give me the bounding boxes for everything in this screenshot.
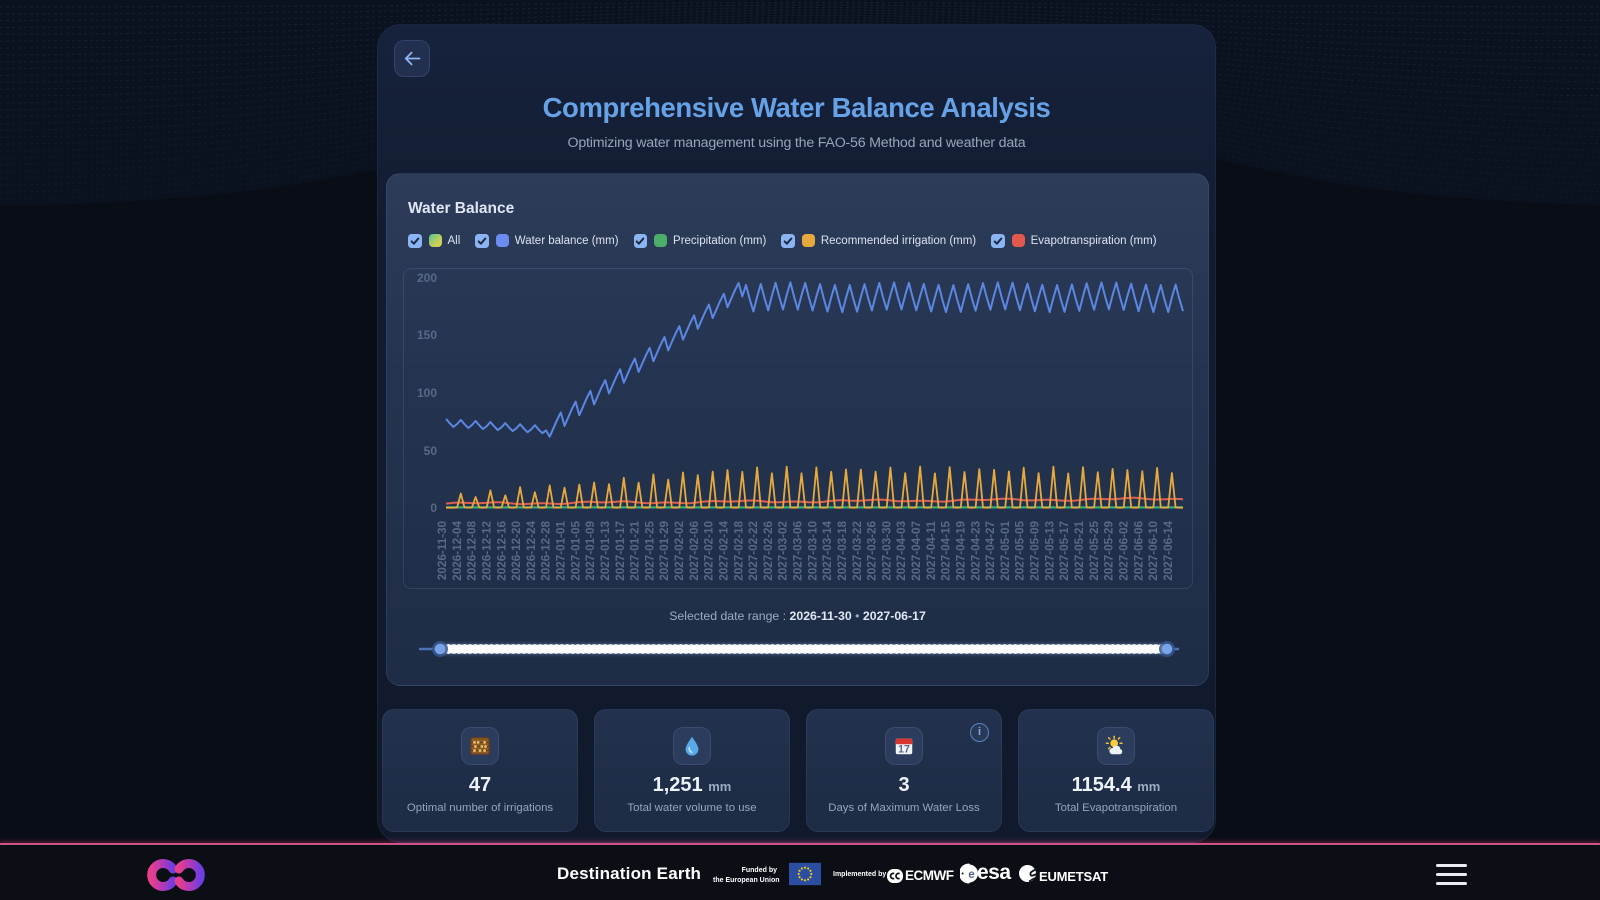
svg-text:2027-04-19: 2027-04-19 (955, 521, 968, 581)
svg-text:2027-01-21: 2027-01-21 (629, 521, 642, 581)
svg-text:2027-04-07: 2027-04-07 (910, 521, 923, 581)
svg-text:2027-05-01: 2027-05-01 (999, 521, 1012, 581)
svg-text:2027-06-14: 2027-06-14 (1162, 521, 1175, 581)
svg-text:2027-01-25: 2027-01-25 (643, 521, 656, 581)
svg-text:2027-04-23: 2027-04-23 (969, 521, 982, 581)
svg-text:2026-12-08: 2026-12-08 (466, 521, 479, 581)
svg-text:e: e (968, 868, 975, 881)
svg-text:2027-01-01: 2027-01-01 (555, 521, 568, 581)
svg-text:200: 200 (417, 271, 437, 285)
svg-text:2027-04-27: 2027-04-27 (984, 521, 997, 581)
svg-text:2027-03-02: 2027-03-02 (777, 521, 790, 581)
svg-text:2027-01-29: 2027-01-29 (658, 521, 671, 581)
svg-text:2027-01-13: 2027-01-13 (599, 521, 612, 581)
svg-text:2027-03-30: 2027-03-30 (880, 521, 893, 581)
svg-text:50: 50 (424, 444, 438, 458)
svg-text:2027-04-15: 2027-04-15 (940, 521, 953, 581)
svg-text:2026-12-28: 2026-12-28 (540, 521, 553, 581)
svg-text:2027-01-05: 2027-01-05 (569, 521, 582, 581)
svg-text:2026-12-16: 2026-12-16 (495, 521, 508, 581)
svg-text:2026-12-20: 2026-12-20 (510, 521, 523, 581)
svg-text:2027-03-14: 2027-03-14 (821, 521, 834, 581)
svg-text:2027-03-06: 2027-03-06 (792, 521, 805, 581)
svg-text:2027-05-29: 2027-05-29 (1103, 521, 1116, 581)
svg-text:2027-02-10: 2027-02-10 (703, 521, 716, 581)
svg-text:2027-05-21: 2027-05-21 (1073, 521, 1086, 581)
svg-text:2027-06-06: 2027-06-06 (1132, 521, 1145, 581)
svg-text:2027-05-05: 2027-05-05 (1014, 521, 1027, 581)
svg-text:2027-02-14: 2027-02-14 (718, 521, 731, 581)
svg-text:2027-05-25: 2027-05-25 (1088, 521, 1101, 581)
svg-text:2027-02-26: 2027-02-26 (762, 521, 775, 581)
svg-text:2027-04-11: 2027-04-11 (925, 521, 938, 581)
svg-text:150: 150 (417, 328, 437, 342)
svg-text:2027-05-09: 2027-05-09 (1029, 521, 1042, 581)
svg-text:0: 0 (430, 501, 437, 515)
svg-text:2027-02-18: 2027-02-18 (732, 521, 745, 581)
svg-text:2027-01-09: 2027-01-09 (584, 521, 597, 581)
svg-text:2026-12-24: 2026-12-24 (525, 521, 538, 581)
svg-text:2027-06-02: 2027-06-02 (1117, 521, 1130, 581)
svg-text:2027-02-22: 2027-02-22 (747, 521, 760, 581)
svg-text:2027-05-17: 2027-05-17 (1058, 521, 1071, 581)
svg-text:2027-04-03: 2027-04-03 (895, 521, 908, 581)
svg-text:2027-03-18: 2027-03-18 (836, 521, 849, 581)
svg-text:2026-11-30: 2026-11-30 (436, 521, 449, 581)
svg-text:2027-02-06: 2027-02-06 (688, 521, 701, 581)
svg-text:2027-06-10: 2027-06-10 (1147, 521, 1160, 581)
svg-text:2027-03-22: 2027-03-22 (851, 521, 864, 581)
svg-text:2027-05-13: 2027-05-13 (1043, 521, 1056, 581)
svg-text:2026-12-04: 2026-12-04 (451, 521, 464, 581)
svg-text:17: 17 (898, 743, 910, 755)
svg-text:2027-03-26: 2027-03-26 (866, 521, 879, 581)
svg-text:2027-02-02: 2027-02-02 (673, 521, 686, 581)
svg-text:2027-01-17: 2027-01-17 (614, 521, 627, 581)
svg-text:2027-03-10: 2027-03-10 (806, 521, 819, 581)
svg-text:2026-12-12: 2026-12-12 (480, 521, 493, 581)
svg-text:100: 100 (417, 386, 437, 400)
